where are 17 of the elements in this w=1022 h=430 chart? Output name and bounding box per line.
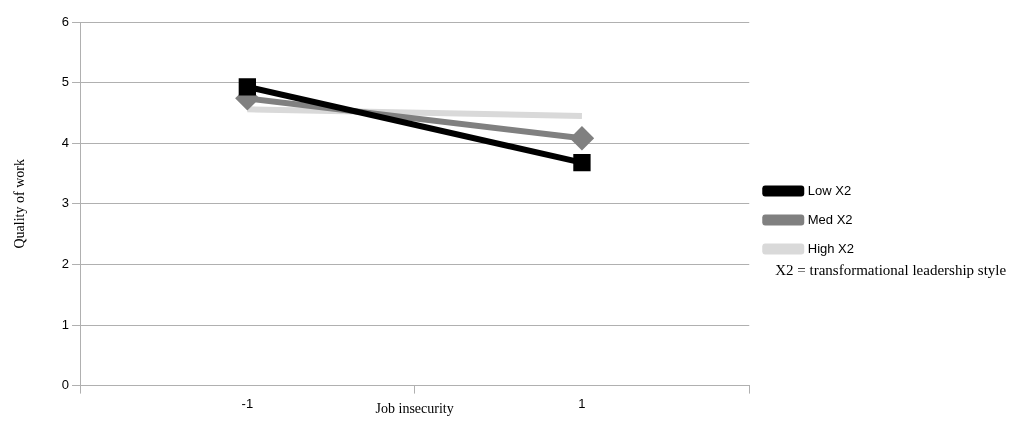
y-tick-label: 4	[61, 134, 70, 150]
y-tick-label: 5	[61, 74, 70, 90]
x-axis-title: Job insecurity	[375, 401, 454, 417]
point	[238, 78, 256, 96]
legend-label: Low X2	[807, 182, 852, 198]
y-tick-label: 3	[61, 195, 70, 211]
y-tick-label: 1	[61, 316, 70, 332]
text: X2 = transformational leadership style	[775, 261, 1007, 278]
y-axis-title: Quality of work	[12, 159, 28, 249]
point	[573, 153, 591, 172]
y-tick-label: 0	[61, 377, 70, 393]
point	[570, 127, 593, 150]
y-tick-label: 2	[61, 255, 70, 271]
legend-label: High X2	[807, 240, 854, 256]
y-tick-label: 6	[61, 13, 70, 29]
x-tick-label: -1	[241, 395, 254, 411]
legend-label: Med X2	[807, 211, 853, 227]
